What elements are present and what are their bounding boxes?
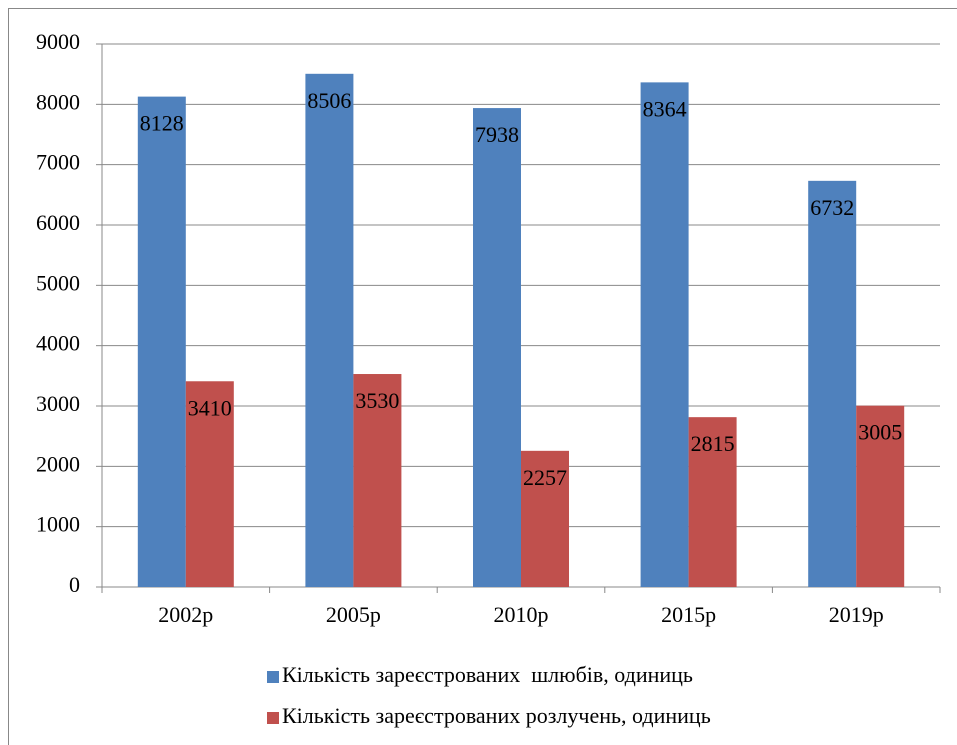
legend-marker [267,712,279,724]
x-tick-label: 2015р [661,602,716,627]
data-label: 8506 [307,88,351,113]
data-label: 6732 [810,195,854,220]
x-tick-label: 2019р [829,602,884,627]
data-label: 3530 [355,388,399,413]
chart-border [8,8,957,745]
bar [137,96,186,588]
data-label: 8128 [140,111,184,136]
y-tick-label: 9000 [36,29,80,54]
y-tick-label: 1000 [36,512,80,537]
bar [808,180,857,587]
y-tick-label: 0 [69,572,80,597]
y-tick-label: 5000 [36,270,80,295]
bar [305,73,354,587]
data-label: 3005 [858,420,902,445]
y-tick-label: 2000 [36,451,80,476]
data-label: 7938 [475,122,519,147]
legend-label: Кількість зареєстрованих шлюбів, одиниць [282,662,693,687]
x-tick-label: 2010р [494,602,549,627]
legend-marker [267,671,279,683]
data-label: 2815 [691,431,735,456]
bar [353,374,402,587]
bar [640,82,689,587]
x-tick-label: 2002р [158,602,213,627]
bar [688,417,737,587]
y-tick-label: 7000 [36,150,80,175]
bar [521,450,569,587]
data-label: 3410 [188,395,232,420]
bar [856,405,905,587]
y-tick-label: 4000 [36,331,80,356]
y-tick-label: 6000 [36,210,80,235]
data-label: 8364 [643,96,687,121]
legend-label: Кількість зареєстрованих розлучень, один… [282,703,711,728]
bar [473,108,521,587]
bar [185,381,234,587]
x-tick-label: 2005р [326,602,381,627]
data-label: 2257 [523,465,567,490]
y-tick-label: 8000 [36,89,80,114]
y-tick-label: 3000 [36,391,80,416]
